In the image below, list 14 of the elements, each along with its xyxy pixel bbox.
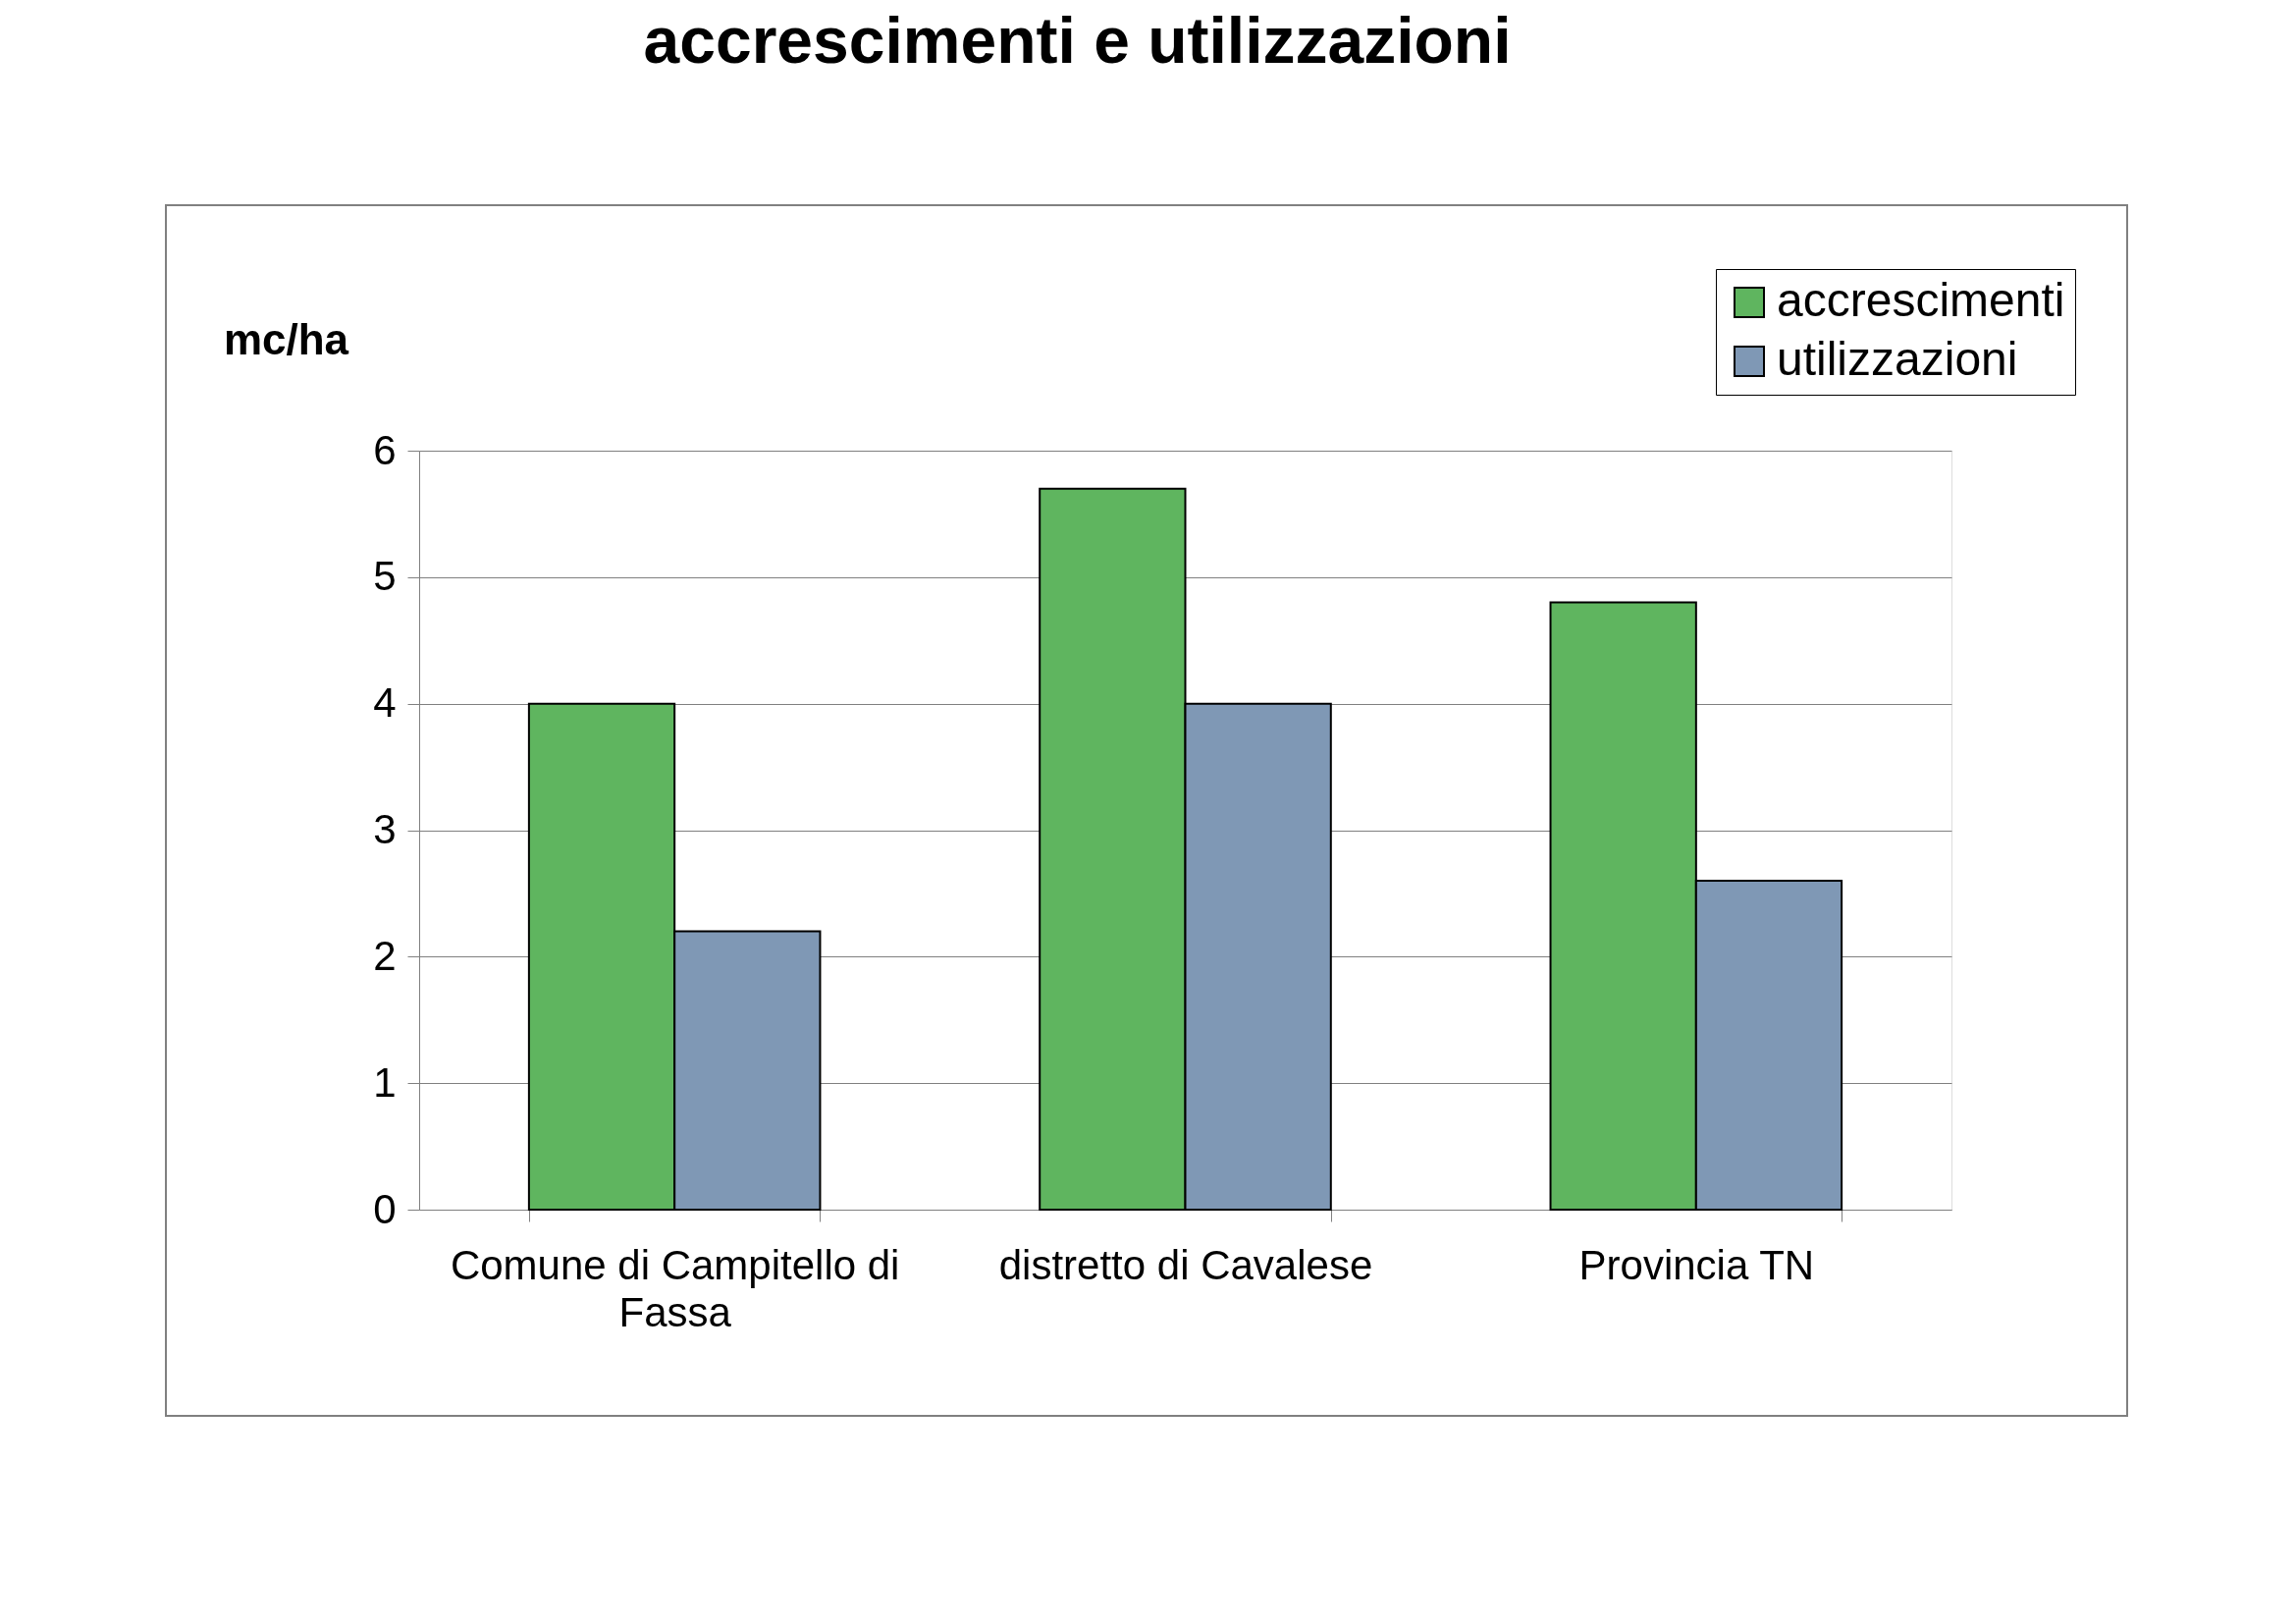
y-tick-label: 5 <box>373 553 397 600</box>
y-tick-label: 4 <box>373 679 397 727</box>
y-tick-label: 6 <box>373 426 397 473</box>
x-tick-label: Provincia TN <box>1578 1241 1815 1288</box>
chart-title: accrescimenti e utilizzazioni <box>643 4 1512 77</box>
y-tick-label: 2 <box>373 932 397 979</box>
x-tick-label: Comune di Campitello di Fassa <box>450 1241 900 1335</box>
legend-label: utilizzazioni <box>1777 333 2018 385</box>
y-tick-label: 1 <box>373 1058 397 1106</box>
y-tick-label: 3 <box>373 806 397 852</box>
legend-label: accrescimenti <box>1777 274 2065 326</box>
y-axis-title: mc/ha <box>223 314 349 363</box>
x-tick-label: distretto di Cavalese <box>998 1241 1373 1288</box>
y-tick-label: 0 <box>373 1185 397 1232</box>
